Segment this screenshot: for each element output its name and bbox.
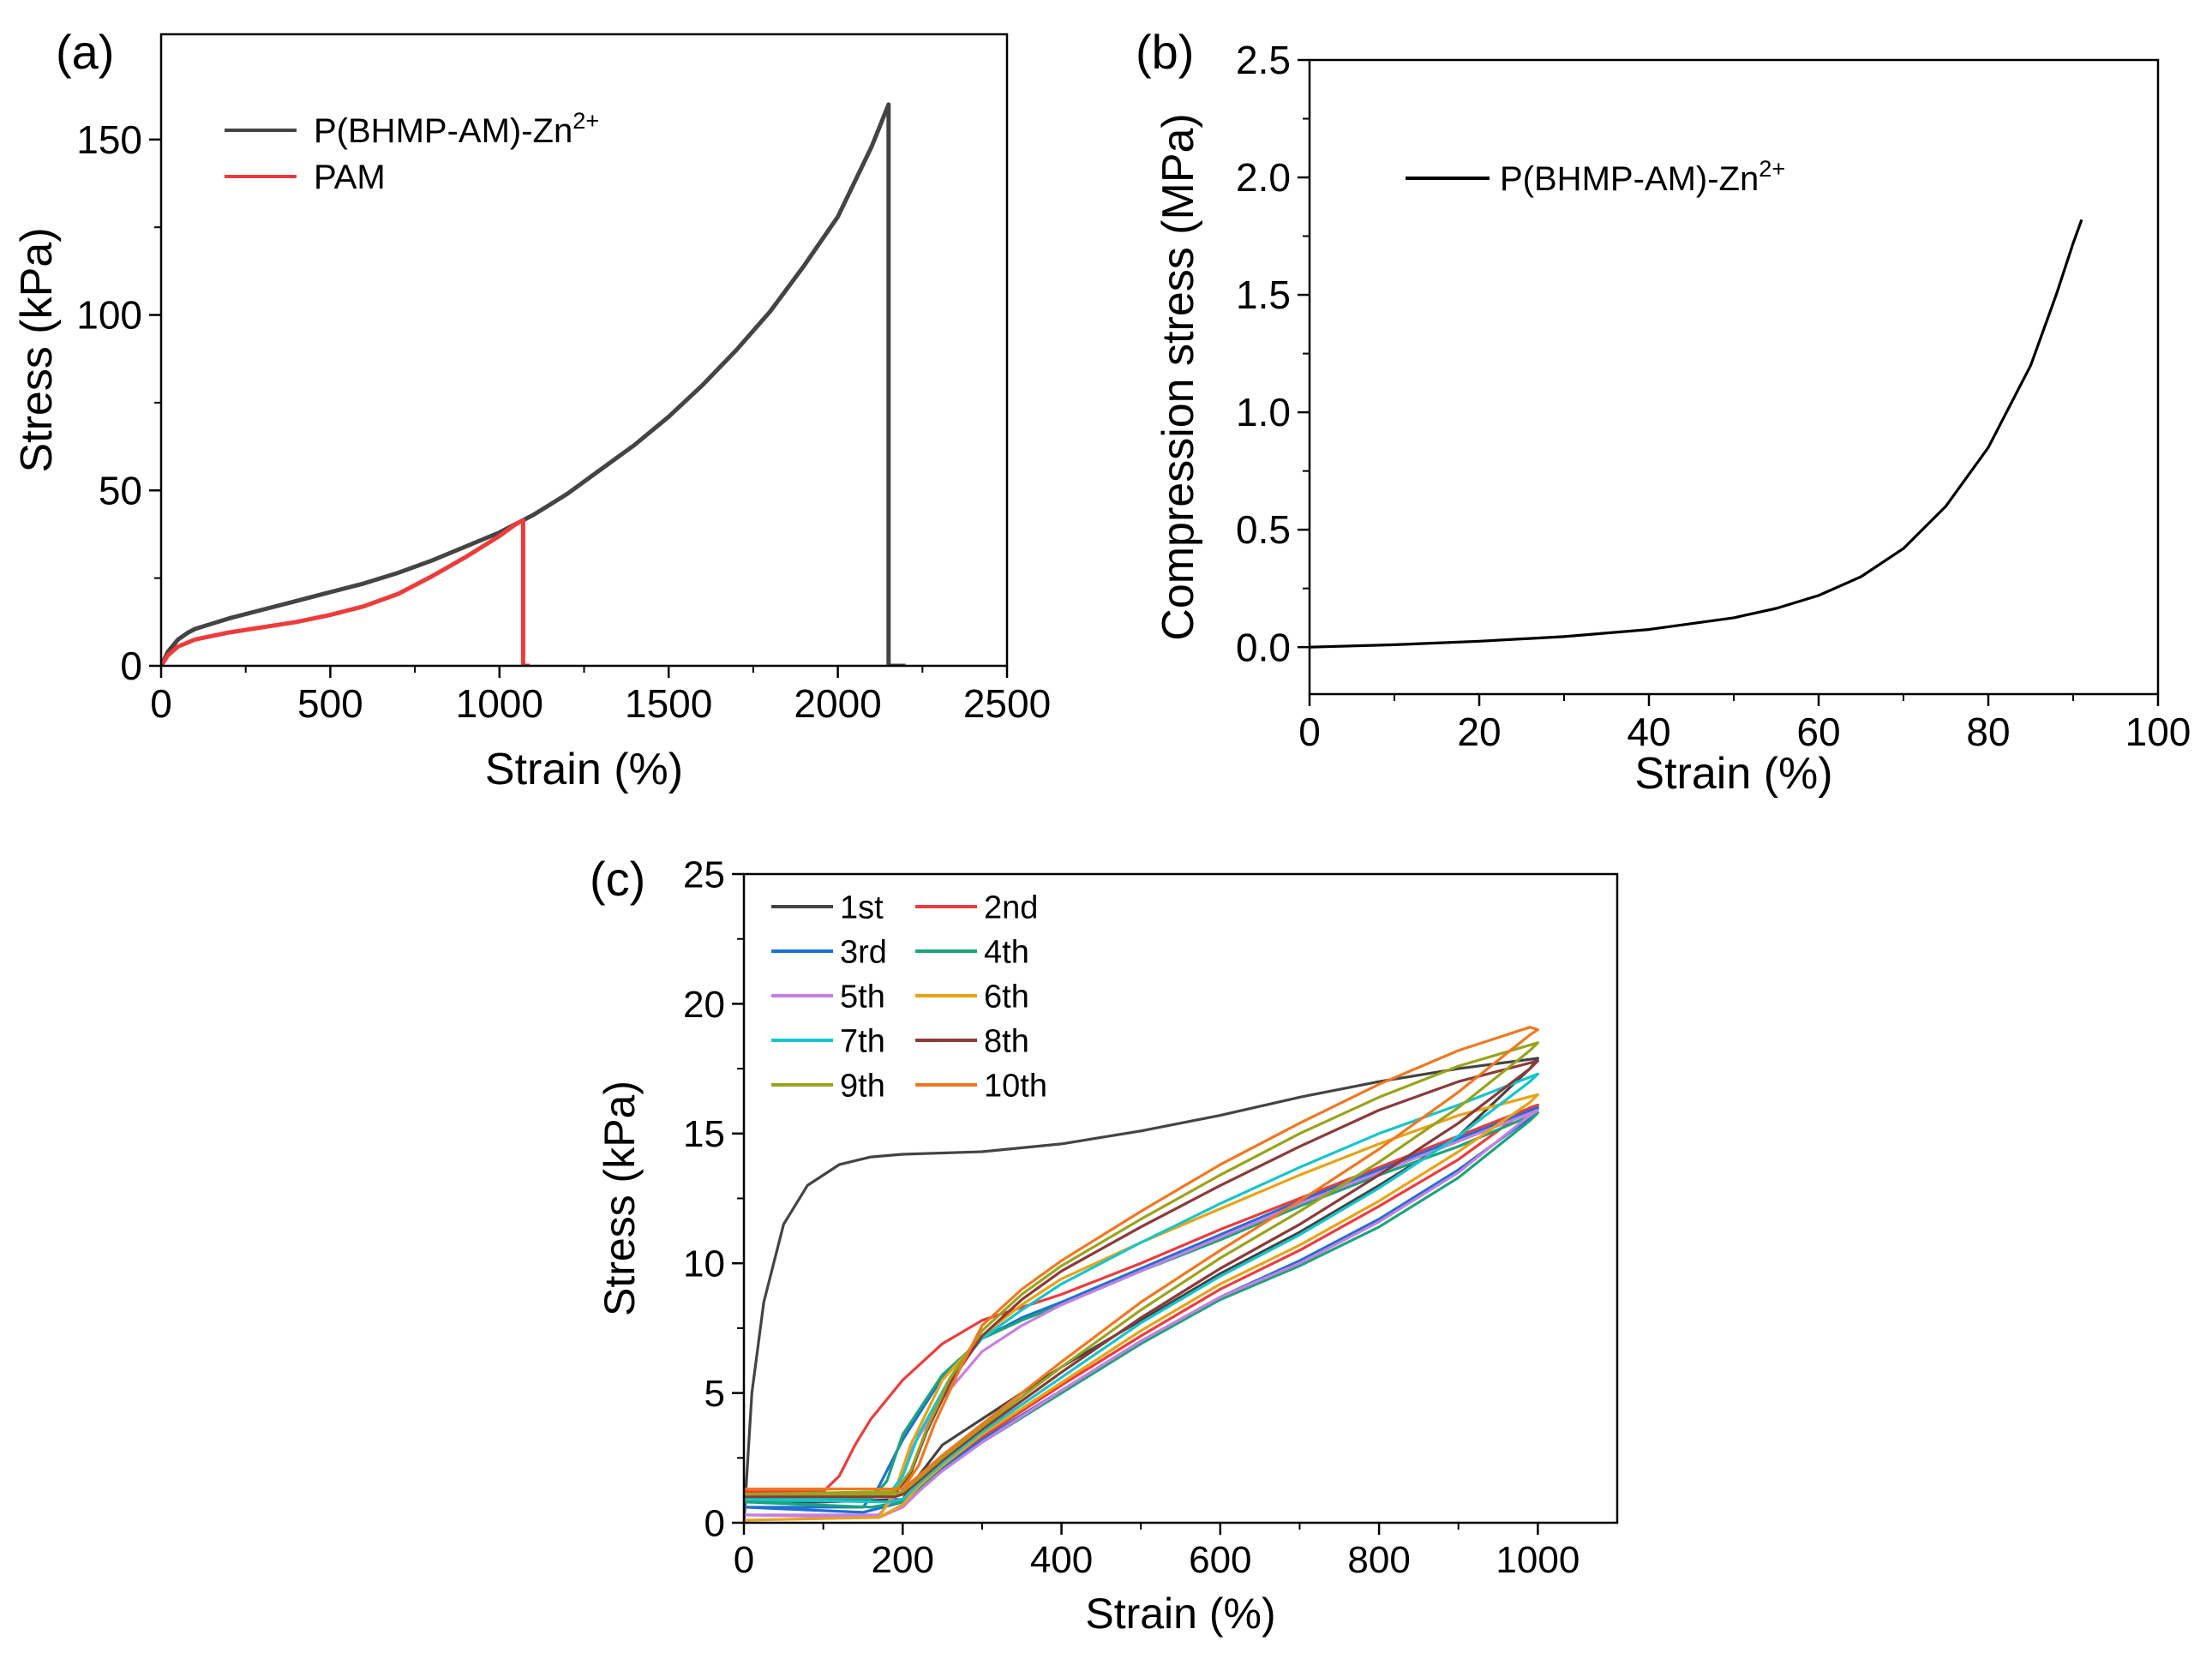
x-tick-label: 0 [1298, 710, 1321, 754]
x-tick-label: 0 [734, 1539, 754, 1581]
legend-entry-8: 8th [984, 1023, 1029, 1059]
x-tick-label: 400 [1030, 1539, 1093, 1581]
chart-panel-1: 0 500 1000 1500 2000 2500 0 50 100 150 Strain (%) S… [12, 25, 1051, 794]
x-tick-label: 0 [150, 681, 172, 726]
legend-entry-1: 1st [840, 889, 884, 925]
x-tick-label: 1000 [1496, 1539, 1580, 1581]
y-tick-label: 5 [704, 1373, 725, 1415]
y-axis-label: Stress (kPa) [596, 1081, 644, 1316]
y-tick-label: 2.0 [1236, 155, 1291, 200]
x-tick-label: 600 [1189, 1539, 1251, 1581]
panel-label: (b) [1136, 25, 1194, 79]
y-tick-label: 50 [99, 468, 142, 512]
y-axis-label: Stress (kPa) [12, 227, 62, 472]
x-tick-label: 2500 [963, 681, 1051, 726]
legend-entry-9: 9th [840, 1068, 885, 1104]
y-tick-label: 1.5 [1236, 273, 1291, 317]
series-line-9 [744, 1041, 1540, 1496]
x-tick-label: 40 [1627, 710, 1670, 754]
series-line-1 [1310, 219, 2083, 649]
legend-entry-6: 6th [984, 979, 1029, 1015]
legend: 1st 2nd 3rd 4th 5th 6th 7th 8th 9th 10th [771, 889, 1047, 1104]
x-tick-label: 2000 [794, 681, 881, 726]
x-tick-label: 100 [2125, 710, 2191, 754]
y-axis-label: Compression stress (MPa) [1154, 113, 1203, 640]
x-tick-label: 800 [1347, 1539, 1410, 1581]
y-tick-label: 25 [683, 853, 725, 895]
x-axis-label: Strain (%) [485, 745, 683, 794]
legend-entry-1: P(BHMP-AM)-Zn2+ [314, 107, 599, 150]
panel-label: (c) [590, 852, 645, 906]
legend-entry-2: PAM [314, 159, 386, 196]
y-tick-label: 1.0 [1236, 390, 1291, 434]
axes-frame [1308, 58, 2160, 696]
x-tick-label: 1000 [456, 681, 543, 726]
legend-entry-sup: 2+ [1759, 155, 1785, 182]
series-line-1 [161, 102, 906, 666]
chart-panel-3: 0 200 400 600 800 1000 0 5 10 15 20 25 Strain (%) Str… [590, 852, 1619, 1638]
chart-panel-2: 0 20 40 60 80 100 0.0 0.5 1.0 1.5 2.0 2.5 Strain (%)… [1136, 25, 2191, 799]
y-tick-label: 2.5 [1236, 38, 1291, 82]
legend: P(BHMP-AM)-Zn2+ PAM [225, 107, 599, 196]
x-tick-label: 80 [1966, 710, 2010, 754]
series-lines [161, 102, 906, 666]
y-tick-label: 0.5 [1236, 507, 1291, 552]
y-tick-label: 20 [683, 984, 725, 1026]
legend-entry-7: 7th [840, 1023, 885, 1059]
panel-label: (a) [56, 25, 114, 79]
legend-entry-text: P(BHMP-AM)-Zn [314, 112, 572, 150]
x-tick-label: 200 [872, 1539, 934, 1581]
x-tick-label: 1500 [625, 681, 712, 726]
series-line-1 [744, 1057, 1540, 1523]
series-line-2 [161, 518, 531, 666]
legend-entry-sup: 2+ [572, 107, 599, 134]
y-tick-label: 10 [683, 1243, 725, 1285]
legend-entry-2: 2nd [984, 889, 1038, 925]
y-tick-label: 0 [704, 1502, 725, 1544]
legend-entry-text: P(BHMP-AM)-Zn [1500, 160, 1759, 198]
series-line-5 [744, 1108, 1540, 1519]
series-line-6 [744, 1093, 1540, 1522]
x-tick-label: 20 [1457, 710, 1501, 754]
series-lines [744, 1026, 1540, 1523]
y-tick-label: 15 [683, 1113, 725, 1155]
x-axis-label: Strain (%) [1634, 749, 1832, 799]
legend-entry-1: P(BHMP-AM)-Zn2+ [1500, 155, 1785, 198]
y-tick-label: 0 [120, 644, 142, 688]
y-tick-label: 100 [76, 293, 142, 338]
x-axis-label: Strain (%) [1085, 1590, 1275, 1638]
series-lines [1310, 219, 2083, 649]
x-tick-label: 500 [297, 681, 363, 726]
x-tick-label: 60 [1796, 710, 1840, 754]
legend-entry-3: 3rd [840, 934, 887, 970]
series-line-10 [744, 1026, 1540, 1491]
legend-entry-10: 10th [984, 1068, 1047, 1104]
y-tick-label: 0.0 [1236, 625, 1291, 669]
y-tick-label: 150 [76, 117, 142, 162]
legend: P(BHMP-AM)-Zn2+ [1406, 155, 1785, 198]
legend-entry-4: 4th [984, 934, 1029, 970]
legend-entry-5: 5th [840, 979, 885, 1015]
series-line-7 [744, 1072, 1540, 1504]
